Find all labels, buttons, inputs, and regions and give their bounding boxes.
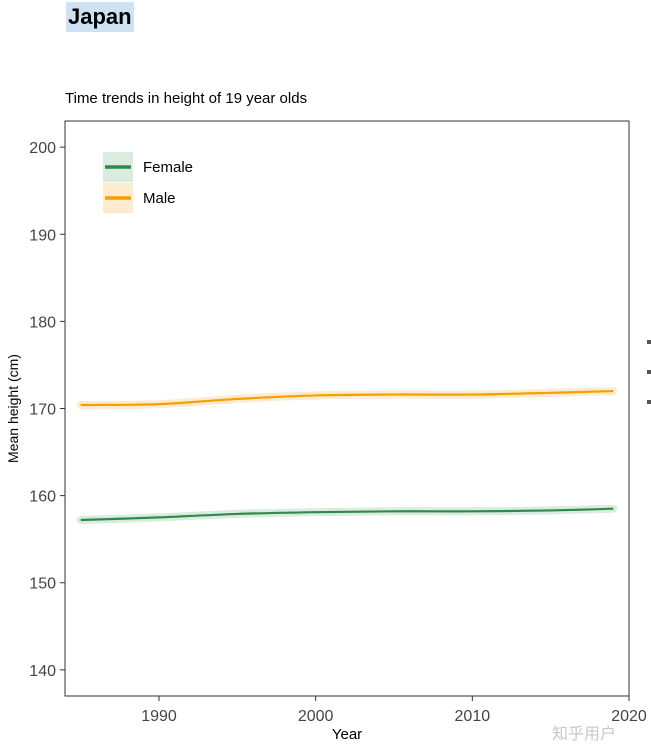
y-axis-label: Mean height (cm) xyxy=(5,354,21,463)
x-tick-label: 2010 xyxy=(455,708,491,725)
watermark: 知乎用户 xyxy=(552,724,617,743)
y-tick-label: 160 xyxy=(29,489,56,506)
male-series-line xyxy=(80,389,614,407)
x-axis-label: Year xyxy=(332,726,362,743)
male-legend-label: Male xyxy=(143,190,176,207)
y-tick-label: 150 xyxy=(29,576,56,593)
y-tick-label: 190 xyxy=(29,227,56,244)
y-tick-label: 200 xyxy=(29,140,56,157)
x-tick-label: 2000 xyxy=(298,708,334,725)
x-tick-label: 1990 xyxy=(141,708,177,725)
clipped-side-text xyxy=(646,340,651,480)
chart-subtitle: Time trends in height of 19 year olds xyxy=(65,90,308,107)
country-title: Japan xyxy=(66,2,134,32)
y-tick-label: 180 xyxy=(29,314,56,331)
x-tick-label: 2020 xyxy=(611,708,647,725)
y-tick-label: 140 xyxy=(29,663,56,680)
plot-frame xyxy=(64,120,630,697)
y-tick-label: 170 xyxy=(29,402,56,419)
female-series-line xyxy=(80,507,614,522)
female-legend-label: Female xyxy=(143,159,193,176)
